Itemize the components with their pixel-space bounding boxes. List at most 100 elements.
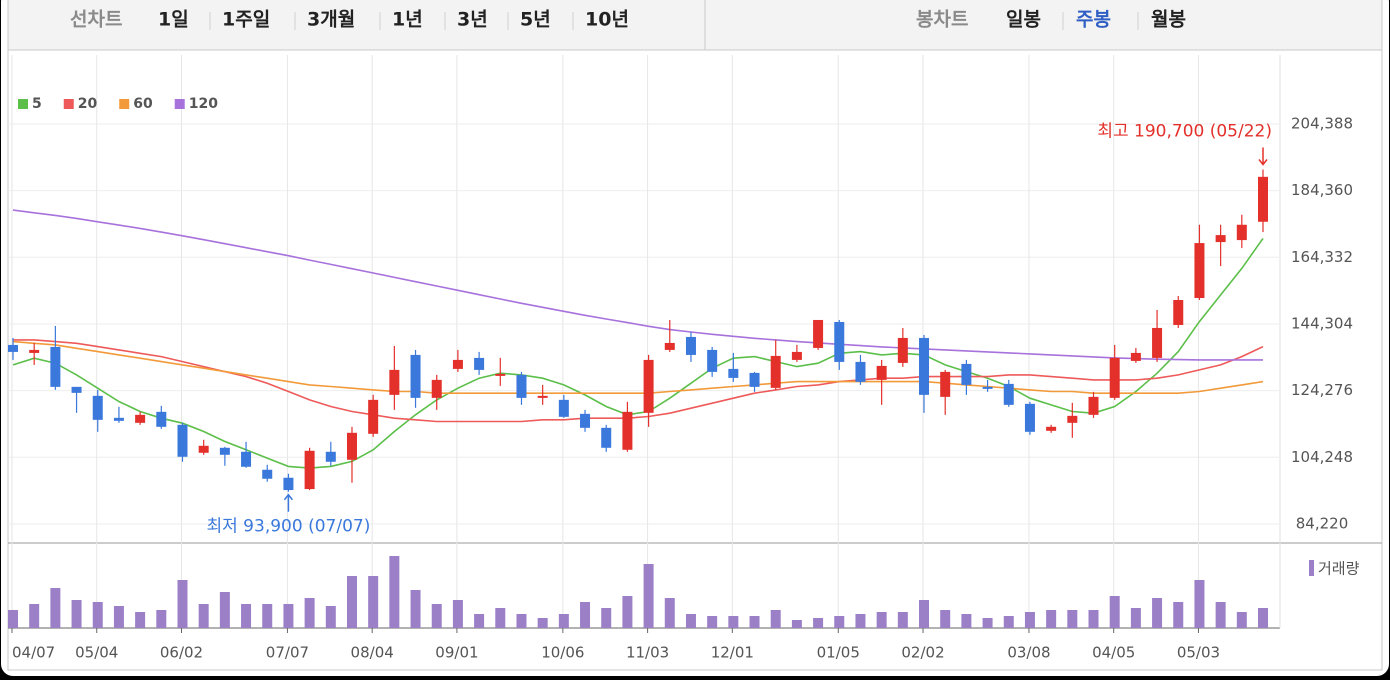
candle-body xyxy=(876,365,887,380)
candle-body xyxy=(474,357,485,370)
volume-bar xyxy=(8,610,18,628)
volume-bar xyxy=(1024,612,1035,628)
candle-body xyxy=(29,349,40,353)
tab[interactable]: 1주일 xyxy=(222,9,270,31)
volume-bar xyxy=(749,616,760,628)
candle-body xyxy=(664,342,675,350)
candle-body xyxy=(537,395,548,398)
tab[interactable]: 일봉 xyxy=(1006,9,1041,31)
candle-body xyxy=(495,373,506,376)
candle-body xyxy=(897,337,908,363)
candle-body xyxy=(1215,235,1226,243)
x-tick-label: 11/03 xyxy=(626,644,669,662)
volume-bar xyxy=(961,614,972,628)
volume-bar xyxy=(71,600,82,628)
y-tick-label: 84,220 xyxy=(1296,514,1349,532)
volume-bar xyxy=(1152,598,1163,628)
legend-swatch xyxy=(63,99,74,109)
candle-body xyxy=(1258,176,1268,222)
volume-bar xyxy=(537,618,548,628)
x-tick-label: 02/02 xyxy=(901,644,944,662)
candle-body xyxy=(1194,243,1205,298)
candle-body xyxy=(304,450,315,490)
max-arrow-head xyxy=(1258,159,1268,166)
candle-body xyxy=(601,427,612,448)
volume-bar xyxy=(1215,602,1226,628)
volume-bar xyxy=(1088,610,1099,628)
candle-body xyxy=(219,447,230,455)
volume-bar xyxy=(516,614,527,628)
x-tick-label: 05/03 xyxy=(1177,644,1220,662)
volume-bar xyxy=(643,564,654,628)
x-tick-label: 01/05 xyxy=(817,644,860,662)
candle-body xyxy=(241,451,252,467)
volume-bar xyxy=(1109,596,1120,628)
x-tick-label: 04/05 xyxy=(1092,644,1135,662)
candle-body xyxy=(1173,299,1184,325)
volume-bar xyxy=(113,606,124,628)
volume-bar xyxy=(135,612,146,628)
tab[interactable]: 3년 xyxy=(457,9,488,31)
candle-body xyxy=(834,321,845,362)
volume-bar xyxy=(92,602,103,628)
volume-bar xyxy=(198,604,209,628)
volume-bar xyxy=(728,616,739,628)
candle-body xyxy=(1003,383,1014,405)
volume-bar xyxy=(1003,616,1014,628)
volume-bar xyxy=(622,596,633,628)
volume-bar xyxy=(474,614,485,628)
x-tick-label: 07/07 xyxy=(266,644,309,662)
candle-body xyxy=(643,359,654,413)
volume-bar xyxy=(241,604,252,628)
candle-body xyxy=(135,414,146,423)
candle-body xyxy=(813,319,824,348)
candle-body xyxy=(92,395,103,420)
volume-bar xyxy=(855,614,866,628)
y-tick-label: 184,360 xyxy=(1291,181,1353,199)
volume-bar xyxy=(558,614,569,628)
volume-bar xyxy=(940,610,951,628)
tab[interactable]: 1일 xyxy=(158,9,189,31)
candle-body xyxy=(325,451,336,462)
candle-body xyxy=(622,411,633,450)
candle-body xyxy=(71,386,82,393)
candle-body xyxy=(410,354,421,398)
candle-body xyxy=(791,351,802,360)
tab[interactable]: 월봉 xyxy=(1151,9,1186,31)
volume-bar xyxy=(410,590,421,628)
volume-bar xyxy=(177,580,188,628)
x-tick-label: 09/01 xyxy=(435,644,478,662)
candle-body xyxy=(262,469,273,479)
legend-swatch xyxy=(18,99,28,109)
candle-body xyxy=(1109,357,1120,398)
candle-body xyxy=(940,371,951,397)
candle-body xyxy=(685,336,696,355)
tab[interactable]: 1년 xyxy=(392,9,423,31)
legend-label: 60 xyxy=(133,96,153,112)
max-annotation: 최고 190,700 (05/22) xyxy=(1097,122,1272,142)
volume-legend-swatch xyxy=(1309,560,1314,576)
candle-body xyxy=(516,374,527,398)
tab[interactable]: 주봉 xyxy=(1076,9,1111,31)
volume-label: 거래량 xyxy=(1318,560,1360,578)
candle-body xyxy=(1236,224,1247,241)
tab[interactable]: 10년 xyxy=(585,9,629,31)
volume-bar xyxy=(791,620,802,628)
candle-body xyxy=(1067,415,1078,423)
volume-bar xyxy=(452,600,463,628)
tab[interactable]: 3개월 xyxy=(307,9,355,31)
volume-bar xyxy=(1236,612,1247,628)
moving-average-line xyxy=(12,340,1264,394)
volume-bar xyxy=(813,618,824,628)
volume-bar xyxy=(431,604,442,628)
legend-label: 20 xyxy=(78,96,98,112)
candle-body xyxy=(1088,396,1099,415)
min-annotation: 최저 93,900 (07/07) xyxy=(207,517,371,537)
x-tick-label: 10/06 xyxy=(541,644,584,662)
volume-bar xyxy=(346,576,357,628)
tab[interactable]: 5년 xyxy=(520,9,551,31)
candle-body xyxy=(558,399,569,417)
volume-bar xyxy=(368,576,379,628)
candle-body xyxy=(1024,403,1035,432)
